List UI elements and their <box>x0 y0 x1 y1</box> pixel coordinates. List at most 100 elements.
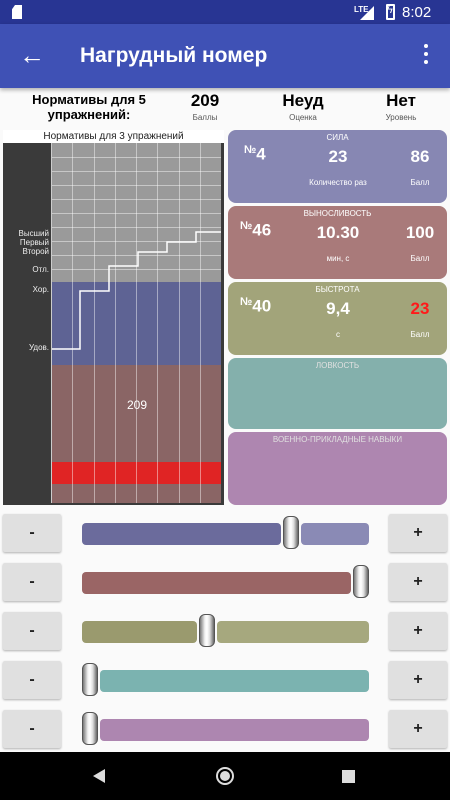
card-exercise-number: №4 <box>244 144 266 164</box>
card-strength[interactable]: СИЛА №4 23 Количество раз 86 Балл <box>228 130 447 203</box>
chart-gridline <box>199 143 201 503</box>
grade-value: Неуд <box>282 91 324 110</box>
card-value-caption: Количество раз <box>309 178 367 187</box>
summary-label: Нормативы для 5 упражнений: <box>32 92 146 122</box>
nav-back-icon[interactable] <box>93 769 105 783</box>
slider-track-filled[interactable] <box>82 523 281 545</box>
card-speed[interactable]: БЫСТРОТА №40 9,4 с 23 Балл <box>228 282 447 355</box>
card-title: ВЫНОСЛИВОСТЬ <box>303 209 372 218</box>
slider-row: - + <box>0 514 450 556</box>
chart-gridline <box>72 143 74 503</box>
card-military-skills[interactable]: ВОЕННО-ПРИКЛАДНЫЕ НАВЫКИ <box>228 432 447 505</box>
increment-button[interactable]: + <box>389 514 447 552</box>
chart-band-bottom <box>51 484 221 503</box>
chart-value-label: 209 <box>127 398 148 412</box>
level-caption: Уровень <box>385 113 417 122</box>
decrement-button[interactable]: - <box>3 710 61 748</box>
card-title: СИЛА <box>326 133 349 142</box>
level-stat: Нет Уровень <box>356 91 446 122</box>
status-bar: LTE 8:02 <box>0 0 450 24</box>
card-score: 23 <box>410 299 430 318</box>
slider-track-empty[interactable] <box>100 719 369 741</box>
slider-track-empty[interactable] <box>100 670 369 692</box>
chart-gridline <box>51 241 221 242</box>
level-value: Нет <box>386 91 416 110</box>
chart-gridline <box>93 143 95 503</box>
score-value: 209 <box>190 91 220 110</box>
slider-row: - + <box>0 563 450 605</box>
card-endurance[interactable]: ВЫНОСЛИВОСТЬ №46 10.30 мин, с 100 Балл <box>228 206 447 279</box>
overflow-menu-icon[interactable] <box>414 40 438 72</box>
card-score-caption: Балл <box>410 254 430 263</box>
chart-band-fail <box>51 365 221 462</box>
slider-row: - + <box>0 612 450 654</box>
status-time: 8:02 <box>402 4 432 21</box>
card-agility[interactable]: ЛОВКОСТЬ <box>228 358 447 429</box>
increment-button[interactable]: + <box>389 661 447 699</box>
chart-gridline <box>157 143 159 503</box>
decrement-button[interactable]: - <box>3 514 61 552</box>
page-title: Нагрудный номер <box>80 44 268 67</box>
slider-thumb[interactable] <box>82 712 98 745</box>
chart-level-label: Первый <box>19 238 49 247</box>
chart-y-axis <box>51 143 52 503</box>
chart-level-label: Отл. <box>32 265 49 274</box>
increment-button[interactable]: + <box>389 563 447 601</box>
card-value-caption: с <box>336 330 340 339</box>
card-score-caption: Балл <box>410 330 430 339</box>
grade-caption: Оценка <box>289 113 317 122</box>
app-bar: ← Нагрудный номер <box>0 24 450 88</box>
card-score-caption: Балл <box>410 178 430 187</box>
chart-gridline <box>114 143 116 503</box>
chart-level-label: Удов. <box>28 343 49 352</box>
chart-gridline <box>178 143 180 503</box>
card-title: БЫСТРОТА <box>315 285 360 294</box>
chart-level-label: Второй <box>22 247 49 256</box>
chart-gridline <box>51 255 221 256</box>
slider-row: - + <box>0 661 450 703</box>
slider-track-empty[interactable] <box>301 523 369 545</box>
slider-thumb[interactable] <box>82 663 98 696</box>
increment-button[interactable]: + <box>389 612 447 650</box>
slider-thumb[interactable] <box>199 614 215 647</box>
score-stat: 209 Баллы <box>160 91 250 122</box>
network-type: LTE <box>354 5 369 14</box>
decrement-button[interactable]: - <box>3 612 61 650</box>
chart-level-label: Хор. <box>32 285 49 294</box>
decrement-button[interactable]: - <box>3 661 61 699</box>
chart-series-line <box>51 231 221 350</box>
card-exercise-number: №46 <box>240 220 272 240</box>
chart-level-label: Высший <box>18 229 49 238</box>
slider-thumb[interactable] <box>353 565 369 598</box>
chart-band-excellent <box>51 143 221 282</box>
card-title: ЛОВКОСТЬ <box>315 361 360 370</box>
slider-thumb[interactable] <box>283 516 299 549</box>
summary-row: Нормативы для 5 упражнений: 209 Баллы Не… <box>0 88 450 128</box>
chart-band-red <box>51 462 221 484</box>
slider-track-filled[interactable] <box>82 621 197 643</box>
back-arrow-icon[interactable]: ← <box>19 40 45 70</box>
card-title: ВОЕННО-ПРИКЛАДНЫЕ НАВЫКИ <box>272 435 403 444</box>
sd-card-icon <box>12 5 22 19</box>
card-value: 10.30 <box>316 223 360 242</box>
slider-track-filled[interactable] <box>82 572 351 594</box>
slider-row: - + <box>0 710 450 752</box>
card-exercise-number: №40 <box>240 296 272 316</box>
nav-recent-apps-icon[interactable] <box>342 770 355 783</box>
slider-track-empty[interactable] <box>217 621 369 643</box>
chart-gridline <box>51 157 221 158</box>
card-value-caption: мин, с <box>326 254 350 263</box>
chart-gridline <box>51 199 221 200</box>
chart-gridline <box>51 213 221 214</box>
grade-stat: Неуд Оценка <box>258 91 348 122</box>
chart-gridline <box>51 185 221 186</box>
nav-home-icon[interactable] <box>216 767 234 785</box>
card-value: 23 <box>328 147 348 166</box>
decrement-button[interactable]: - <box>3 563 61 601</box>
chart-gridline <box>51 269 221 270</box>
chart-title: Нормативы для 3 упражнений <box>3 130 224 143</box>
battery-charging-icon <box>386 4 395 20</box>
chart-gridline <box>51 171 221 172</box>
increment-button[interactable]: + <box>389 710 447 748</box>
score-caption: Баллы <box>192 113 218 122</box>
